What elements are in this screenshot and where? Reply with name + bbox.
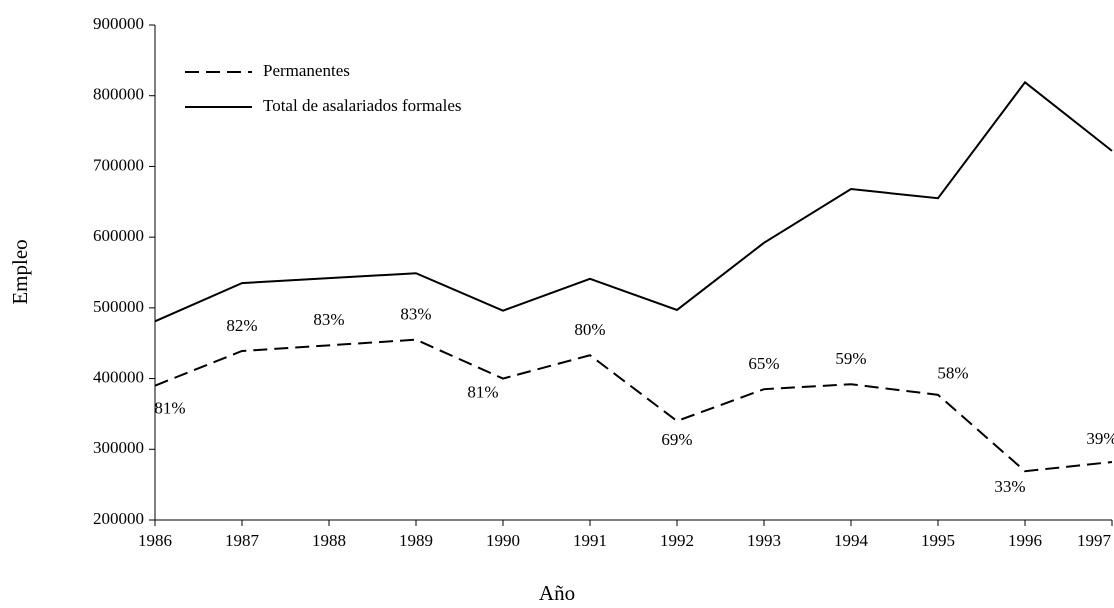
series-line <box>154 80 1113 323</box>
y-tick-label: 900000 <box>93 14 144 33</box>
x-tick-label: 1990 <box>486 531 520 550</box>
y-tick-label: 400000 <box>93 367 144 386</box>
y-tick-label: 600000 <box>93 226 144 245</box>
x-tick-label: 1991 <box>573 531 607 550</box>
percent-label: 33% <box>994 477 1025 496</box>
x-tick-label: 1997 <box>1077 531 1112 550</box>
x-tick-label: 1989 <box>399 531 433 550</box>
y-axis-title: Empleo <box>8 239 32 304</box>
x-tick-label: 1992 <box>660 531 694 550</box>
legend-label: Permanentes <box>263 61 350 80</box>
x-tick-label: 1994 <box>834 531 869 550</box>
percent-label: 83% <box>400 305 431 324</box>
percent-label: 80% <box>574 320 605 339</box>
y-tick-label: 300000 <box>93 438 144 457</box>
percent-label: 81% <box>154 399 185 418</box>
percent-label: 82% <box>226 316 257 335</box>
percent-label: 59% <box>835 349 866 368</box>
percent-label: 39% <box>1086 429 1114 448</box>
x-axis-title: Año <box>539 581 575 605</box>
x-tick-label: 1995 <box>921 531 955 550</box>
x-tick-label: 1988 <box>312 531 346 550</box>
percent-label: 69% <box>661 430 692 449</box>
series-line <box>154 338 1113 473</box>
y-tick-label: 200000 <box>93 509 144 528</box>
x-tick-label: 1993 <box>747 531 781 550</box>
y-tick-label: 800000 <box>93 85 144 104</box>
percent-label: 81% <box>467 382 498 401</box>
y-tick-label: 500000 <box>93 297 144 316</box>
percent-label: 58% <box>937 364 968 383</box>
percent-label: 65% <box>748 354 779 373</box>
percent-label: 83% <box>313 310 344 329</box>
x-tick-label: 1996 <box>1008 531 1042 550</box>
x-tick-label: 1986 <box>138 531 172 550</box>
legend-label: Total de asalariados formales <box>263 96 461 115</box>
x-tick-label: 1987 <box>225 531 260 550</box>
y-tick-label: 700000 <box>93 155 144 174</box>
